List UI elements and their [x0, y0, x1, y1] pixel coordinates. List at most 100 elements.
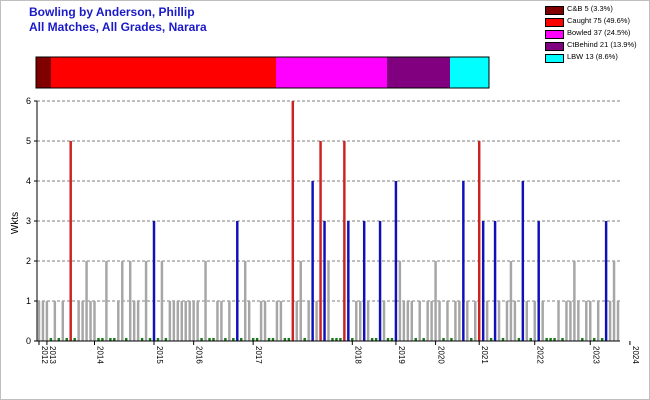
- bar-gray: [295, 301, 299, 341]
- bar-zero: [251, 338, 255, 341]
- x-tick-label: 2020: [437, 346, 446, 364]
- bar-gray: [128, 261, 132, 341]
- y-tick-label: 5: [26, 136, 31, 146]
- bar-gray: [513, 301, 517, 341]
- bar-red: [343, 141, 346, 341]
- bar-zero: [470, 338, 473, 341]
- bar-zero: [442, 338, 445, 341]
- bar-blue: [493, 221, 497, 341]
- bar-zero: [113, 338, 116, 341]
- bar-gray: [176, 301, 180, 341]
- bar-blue: [362, 221, 366, 341]
- legend-swatch: [545, 6, 564, 15]
- bar-zero: [156, 338, 160, 341]
- legend-swatch: [545, 54, 564, 63]
- bar-red: [319, 141, 322, 341]
- bar-gray: [45, 301, 49, 341]
- bar-zero: [200, 338, 203, 341]
- x-tick-label: 2017: [254, 346, 263, 364]
- bar-zero: [370, 338, 374, 341]
- bar-zero: [208, 338, 211, 341]
- bar-zero: [339, 338, 342, 341]
- bar-zero: [374, 338, 378, 341]
- bar-gray: [509, 261, 513, 341]
- bar-gray: [585, 301, 588, 341]
- bar-gray: [589, 301, 592, 341]
- bar-zero: [549, 338, 552, 341]
- bar-gray: [525, 301, 529, 341]
- x-tick-label: 2012: [40, 346, 49, 364]
- bar-gray: [172, 301, 176, 341]
- bar-gray: [85, 261, 88, 341]
- bar-zero: [331, 338, 334, 341]
- legend-label: LBW 13 (8.6%): [567, 52, 618, 61]
- bar-gray: [192, 301, 195, 341]
- bar-blue: [378, 221, 382, 341]
- bar-zero: [97, 338, 100, 341]
- stacked-segment-lbw: [450, 57, 489, 88]
- bar-gray: [573, 261, 576, 341]
- bar-gray: [434, 261, 437, 341]
- bar-zero: [240, 338, 243, 341]
- bar-gray: [485, 301, 489, 341]
- bar-blue: [521, 181, 525, 341]
- bar-gray: [402, 301, 406, 341]
- bar-gray: [105, 261, 108, 341]
- bar-zero: [101, 338, 104, 341]
- chart-subtitle: All Matches, All Grades, Narara: [29, 20, 207, 34]
- bar-zero: [545, 338, 548, 341]
- bar-gray: [228, 301, 231, 341]
- bar-gray: [466, 301, 469, 341]
- bar-zero: [65, 338, 68, 341]
- bar-zero: [561, 338, 564, 341]
- bar-blue: [323, 221, 326, 341]
- bar-gray: [541, 301, 544, 341]
- bar-gray: [81, 301, 84, 341]
- bar-gray: [438, 301, 441, 341]
- x-tick-label: 2015: [155, 346, 164, 364]
- bar-gray: [37, 301, 41, 341]
- bar-gray: [259, 301, 263, 341]
- bar-gray: [410, 301, 414, 341]
- bar-zero: [592, 338, 596, 341]
- x-tick-label: 2022: [536, 346, 545, 364]
- bar-zero: [414, 338, 417, 341]
- bar-gray: [216, 301, 219, 341]
- bar-zero: [224, 338, 227, 341]
- stacked-segment-bowled: [276, 57, 387, 88]
- bar-zero: [255, 338, 259, 341]
- bar-zero: [422, 338, 425, 341]
- legend-label: C&B 5 (3.3%): [567, 4, 613, 13]
- bar-gray: [41, 301, 45, 341]
- x-tick-label: 2024: [631, 346, 640, 364]
- bar-gray: [569, 301, 572, 341]
- bar-gray: [426, 301, 429, 341]
- bar-gray: [382, 301, 386, 341]
- bar-gray: [247, 301, 251, 341]
- y-tick-label: 3: [26, 216, 31, 226]
- bar-gray: [121, 261, 124, 341]
- x-tick-label: 2021: [480, 346, 489, 364]
- bar-gray: [366, 301, 370, 341]
- bar-zero: [125, 338, 128, 341]
- bar-zero: [450, 338, 453, 341]
- legend-label: CtBehind 21 (13.9%): [567, 40, 637, 49]
- bar-blue: [604, 221, 608, 341]
- bar-zero: [351, 338, 354, 341]
- bar-gray: [61, 301, 65, 341]
- bar-gray: [307, 301, 310, 341]
- legend-label: Caught 75 (49.6%): [567, 16, 630, 25]
- bar-gray: [188, 301, 191, 341]
- bar-gray: [358, 301, 362, 341]
- bar-blue: [236, 221, 239, 341]
- x-tick-label: 2023: [591, 346, 600, 364]
- bar-blue: [311, 181, 314, 341]
- chart-title: Bowling by Anderson, Phillip: [29, 5, 195, 19]
- stacked-segment-cb: [36, 57, 51, 88]
- bar-gray: [243, 261, 247, 341]
- bar-gray: [454, 301, 457, 341]
- x-tick-label: 2013: [48, 346, 57, 364]
- bar-gray: [89, 301, 92, 341]
- bar-gray: [327, 261, 330, 341]
